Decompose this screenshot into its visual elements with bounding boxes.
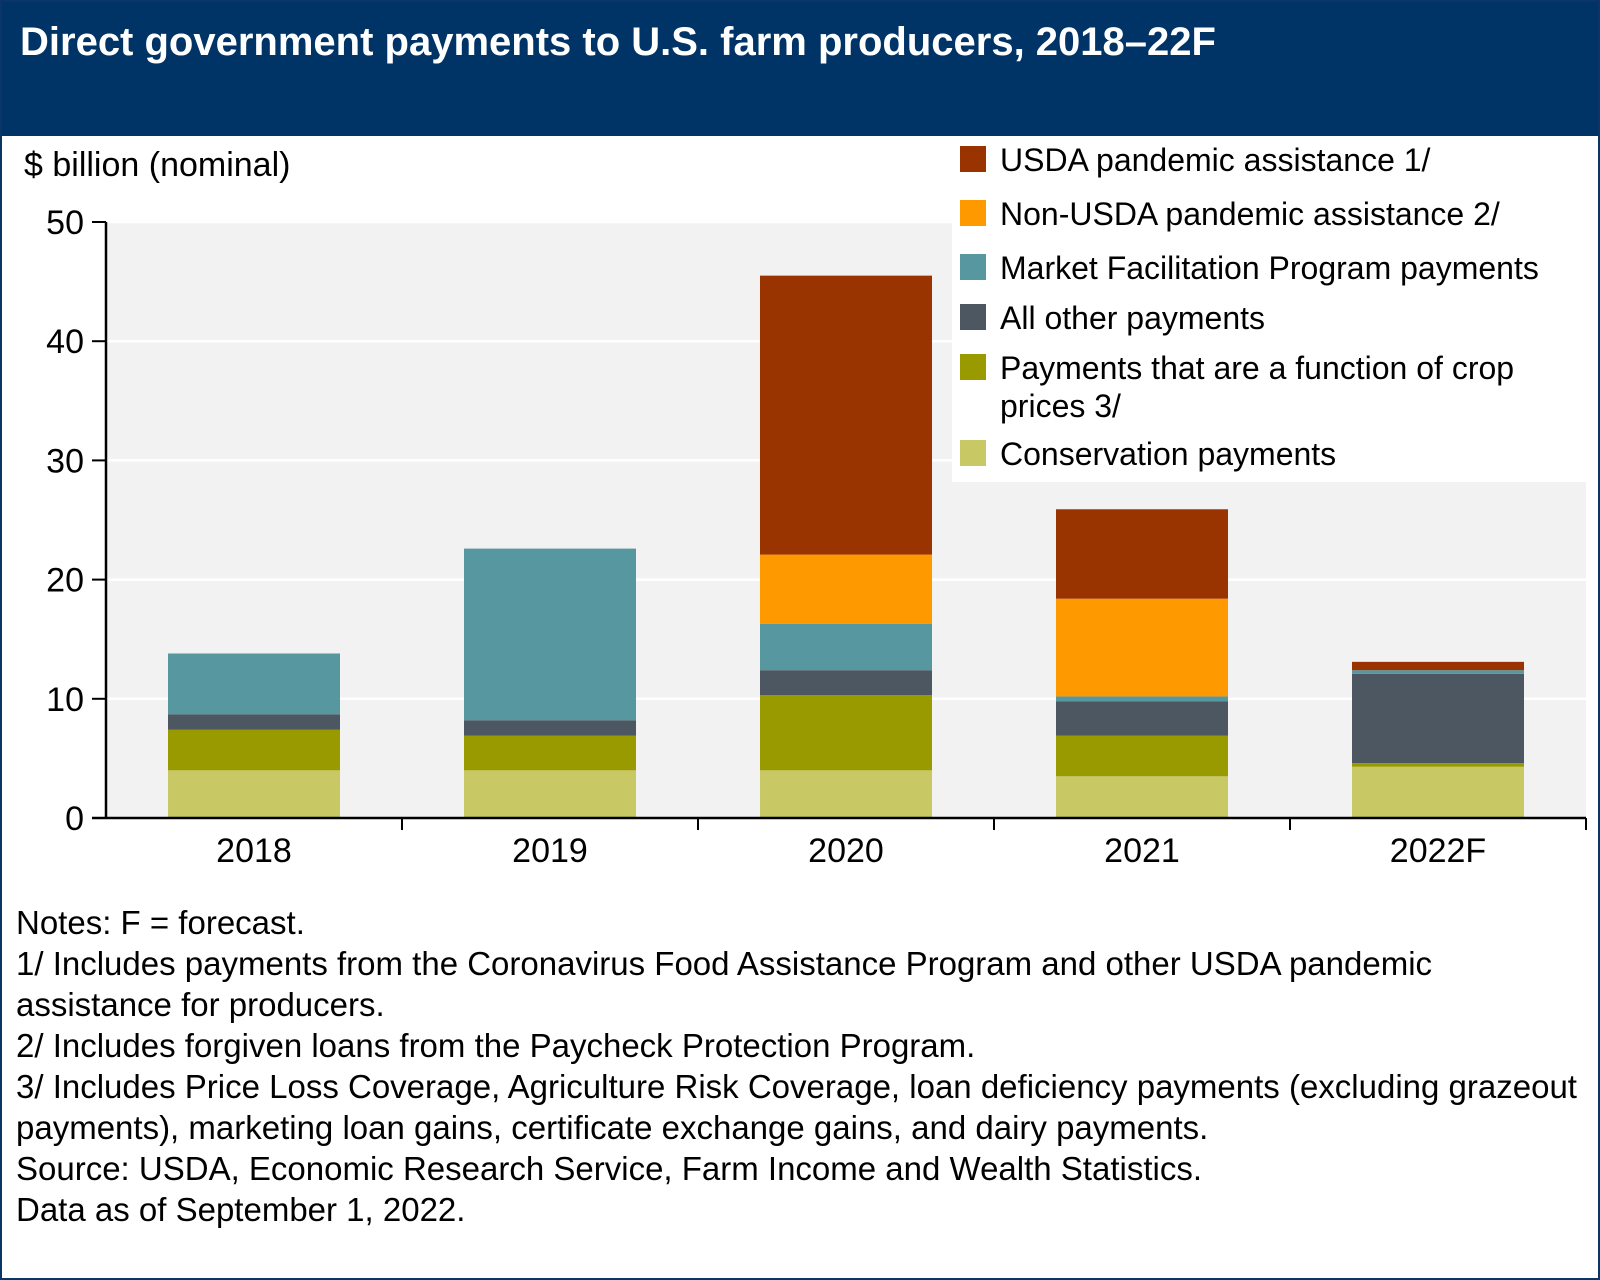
legend-swatch (960, 146, 986, 172)
bar-segment (760, 695, 932, 771)
bar-segment (1056, 509, 1228, 599)
legend-box (952, 142, 1592, 482)
y-tick-label: 40 (46, 323, 84, 361)
legend-label: All other payments (1000, 300, 1265, 336)
bar-segment (1352, 673, 1524, 764)
bar-segment (168, 729, 340, 771)
bar-segment (1056, 735, 1228, 777)
legend-label: Non-USDA pandemic assistance 2/ (1000, 196, 1500, 232)
note-source: Source: USDA, Economic Research Service,… (16, 1150, 1203, 1187)
legend-swatch (960, 304, 986, 330)
legend-label: Conservation payments (1000, 436, 1336, 472)
bar-segment (168, 714, 340, 730)
x-tick-label: 2022F (1390, 832, 1486, 870)
note-3: 3/ Includes Price Loss Coverage, Agricul… (16, 1068, 1577, 1146)
chart-title: Direct government payments to U.S. farm … (20, 20, 1216, 64)
title-banner: Direct government payments to U.S. farm … (2, 2, 1598, 136)
stacked-bar-chart: 0 10 20 30 40 50 $ billion (nominal) 2018 2019 20… (24, 142, 1592, 870)
y-tick-label: 20 (46, 562, 84, 600)
bar-segment (760, 554, 932, 624)
legend-label: USDA pandemic assistance 1/ (1000, 142, 1431, 178)
note-2: 2/ Includes forgiven loans from the Payc… (16, 1027, 976, 1064)
y-tick-label: 50 (46, 204, 84, 242)
bar-segment (464, 770, 636, 818)
bar-segment (1056, 701, 1228, 736)
bar-segment (1056, 776, 1228, 818)
note-date: Data as of September 1, 2022. (16, 1191, 466, 1228)
legend-swatch (960, 254, 986, 280)
y-tick-label: 10 (46, 681, 84, 719)
x-tick-label: 2019 (512, 832, 588, 870)
bar-segment (1352, 670, 1524, 674)
x-tick-label: 2020 (808, 832, 884, 870)
note-1: 1/ Includes payments from the Coronaviru… (16, 945, 1433, 1023)
bar-segment (464, 548, 636, 721)
notes-section: Notes: F = forecast. 1/ Includes payment… (16, 902, 1586, 1230)
legend-label: Payments that are a function of crop pric… (1000, 350, 1514, 424)
x-tick-label: 2018 (216, 832, 292, 870)
note-forecast: Notes: F = forecast. (16, 904, 305, 941)
bar-segment (760, 670, 932, 696)
legend-swatch (960, 354, 986, 380)
bar-segment (1352, 763, 1524, 767)
legend-swatch (960, 440, 986, 466)
bar-segment (168, 653, 340, 715)
bar-segment (464, 735, 636, 771)
bar-segment (1056, 598, 1228, 697)
bar-segment (464, 720, 636, 736)
y-tick-label: 30 (46, 442, 84, 480)
y-axis-label: $ billion (nominal) (24, 146, 290, 184)
bar-segment (168, 770, 340, 818)
bar-segment (760, 770, 932, 818)
legend-label: Market Facilitation Program payments (1000, 250, 1539, 286)
x-tick-label: 2021 (1104, 832, 1180, 870)
bar-segment (1056, 696, 1228, 702)
legend-swatch (960, 200, 986, 226)
bar-segment (1352, 766, 1524, 818)
bar-segment (760, 623, 932, 671)
bar-segment (1352, 661, 1524, 671)
y-tick-label: 0 (65, 800, 84, 838)
bar-segment (760, 275, 932, 555)
